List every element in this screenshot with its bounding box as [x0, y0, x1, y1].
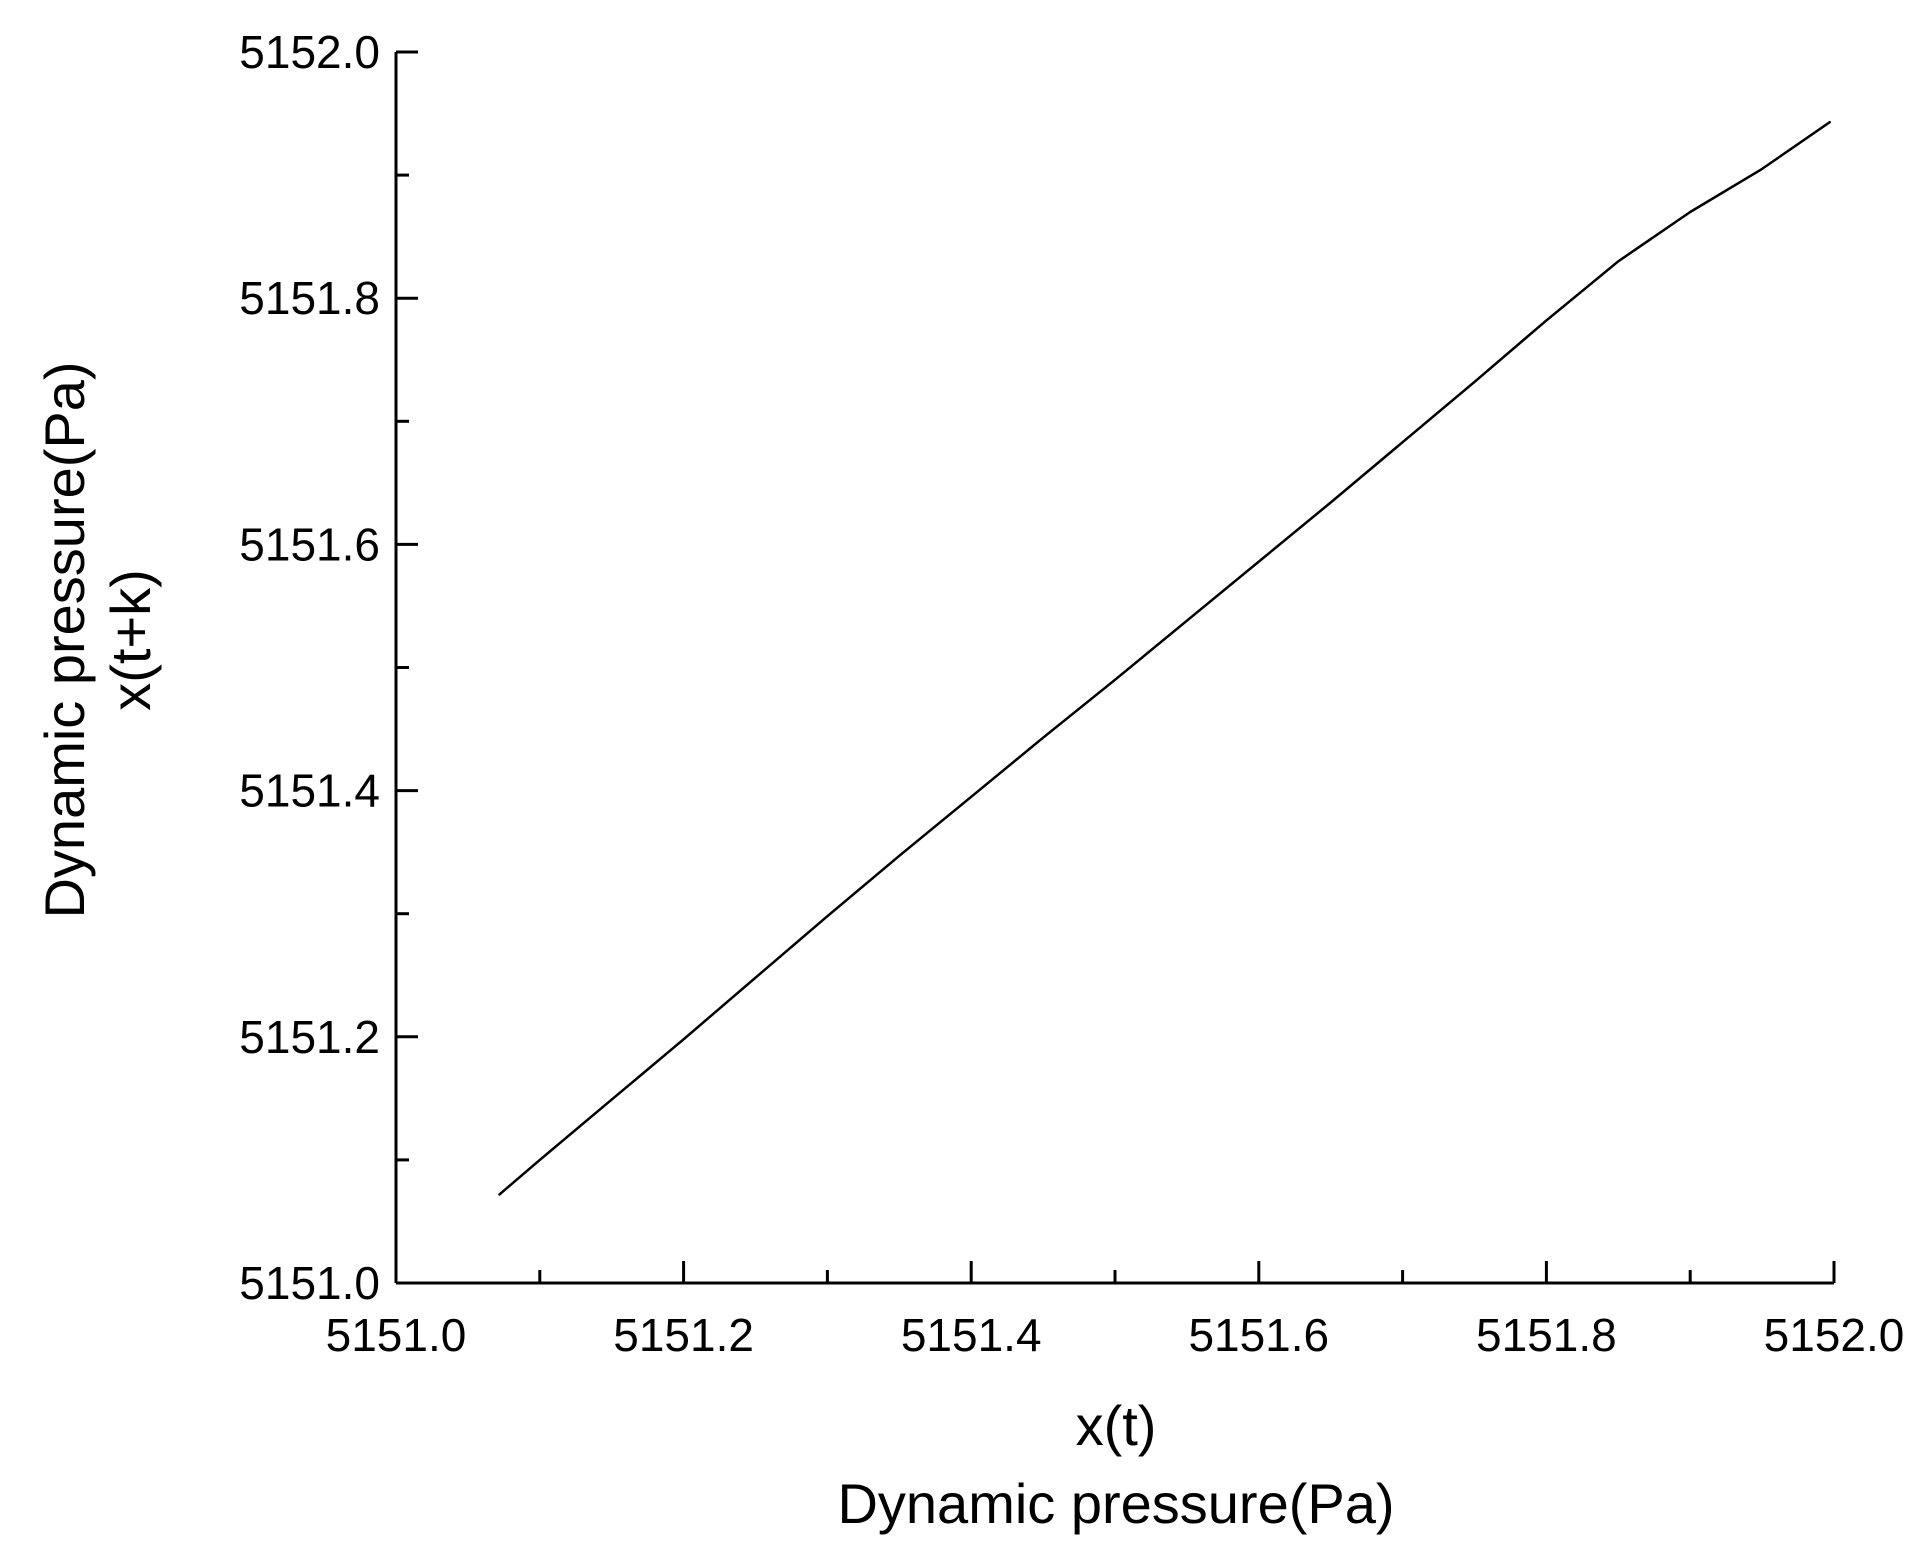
y-tick-label: 5151.8	[239, 272, 380, 324]
series-line	[498, 120, 1831, 1196]
y-tick-label: 5151.4	[239, 765, 380, 817]
x-tick-label: 5152.0	[1764, 1309, 1905, 1361]
x-tick-label: 5151.8	[1476, 1309, 1617, 1361]
x-tick-label: 5151.4	[901, 1309, 1042, 1361]
x-tick-label: 5151.2	[613, 1309, 754, 1361]
y-tick-label: 5151.0	[239, 1257, 380, 1309]
x-axis-title-line2: Dynamic pressure(Pa)	[837, 1472, 1394, 1535]
x-axis-title-line1: x(t)	[1076, 1394, 1157, 1457]
x-tick-label: 5151.6	[1188, 1309, 1329, 1361]
y-axis-title-line2: x(t+k)	[99, 569, 162, 711]
y-tick-label: 5151.6	[239, 518, 380, 570]
x-tick-label: 5151.0	[326, 1309, 467, 1361]
series-layer	[498, 120, 1831, 1196]
y-axis-title-line1: Dynamic pressure(Pa)	[33, 361, 96, 918]
y-tick-label: 5152.0	[239, 26, 380, 78]
y-tick-label: 5151.2	[239, 1011, 380, 1063]
ticks: 5151.0 5151.2 5151.4 5151.6 5151.8 5152.0 5151…	[239, 26, 1904, 1361]
